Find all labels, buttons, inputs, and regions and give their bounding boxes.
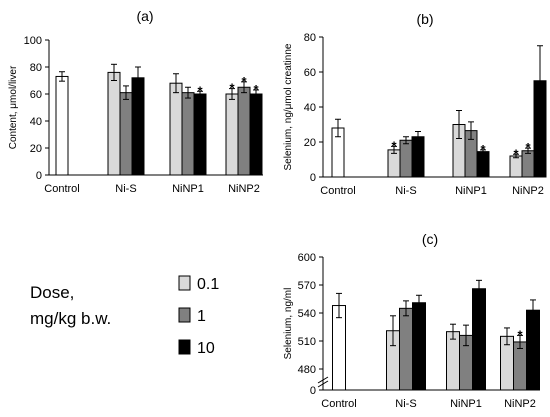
panel-c-category-label: Control — [321, 398, 356, 410]
panel-c-category-label: Ni-S — [395, 398, 416, 410]
panel-b-bar-0-1-significance-star: * — [391, 138, 397, 153]
panel-c-control-bar — [332, 305, 346, 391]
panel-b-category-label: Ni-S — [395, 185, 416, 197]
panel-a-bar-10 — [249, 93, 263, 176]
panel-a-bar-0-1 — [169, 82, 183, 176]
panel-c-y-tick-label: 480 — [298, 364, 316, 376]
panel-c-axis-break-mark — [317, 376, 329, 384]
panel-a-y-tick-label: 100 — [24, 35, 42, 47]
panel-b-category-label: Control — [320, 185, 355, 197]
panel-c-title: (c) — [422, 231, 438, 247]
panel-b-category-label: NiNP1 — [455, 185, 487, 197]
panel-b-bar-1 — [399, 139, 413, 178]
panel-a-control-bar — [55, 75, 69, 176]
panel-c-y-tick-label: 540 — [298, 308, 316, 320]
legend-title-line1: Dose, — [30, 283, 74, 302]
panel-c-bar-1 — [513, 341, 527, 391]
panel-b-bar-10 — [411, 136, 425, 178]
panel-a-y-tick-label: 60 — [30, 89, 42, 101]
panel-c-bar-10 — [412, 302, 426, 391]
panel-b-y-tick-label: 80 — [304, 32, 316, 44]
legend-swatch-0-1 — [178, 275, 191, 291]
panel-c-axis-break-mark — [317, 380, 329, 388]
legend-swatch-1 — [178, 307, 191, 323]
panel-a-y-tick-label: 40 — [30, 116, 42, 128]
panel-b-bar-0-1 — [387, 149, 401, 178]
panel-c-bar-10 — [526, 309, 540, 391]
panel-a-bar-1 — [119, 92, 133, 176]
panel-b-chart: (b) Selenium, ng/μmol creatinne 0 20 40 60 80 C… — [283, 11, 547, 197]
panel-a-bar-0-1 — [107, 71, 121, 176]
panel-a-category-label: Control — [44, 183, 79, 195]
panel-c-bar-1 — [399, 307, 413, 391]
panel-a-bar-0-1-significance-star: * — [229, 81, 235, 96]
panel-b-title: (b) — [416, 11, 433, 27]
panel-a-chart: (a) Content, μmol/liver 0 20 40 60 80 100 Contro… — [8, 8, 263, 195]
panel-a-y-tick-label: 80 — [30, 62, 42, 74]
panel-a-y-tick-label: 20 — [30, 143, 42, 155]
panel-c-y-tick-label: 570 — [298, 280, 316, 292]
panel-c-y-axis-title: Selenium, ng/ml — [283, 288, 294, 360]
panel-a-category-label: NiNP1 — [172, 183, 204, 195]
panel-c-bar-1-significance-star: * — [517, 327, 523, 342]
panel-c-bar-0-1 — [446, 331, 460, 391]
panel-c-y-tick-label: 600 — [298, 252, 316, 264]
panel-c-chart: (c) Selenium, ng/ml 0 480 510 540 570 600 Contro… — [283, 231, 540, 410]
legend-label-0-1: 0.1 — [197, 276, 219, 293]
panel-a-bar-10-significance-star: * — [253, 82, 259, 97]
dose-legend: Dose, mg/kg b.w. 0.1 1 10 — [30, 275, 219, 357]
panel-a-y-axis-title: Content, μmol/liver — [8, 65, 19, 149]
panel-b-y-axis-title: Selenium, ng/μmol creatinne — [283, 43, 294, 170]
panel-a-bar-0-1 — [225, 93, 239, 176]
legend-title-line2: mg/kg b.w. — [30, 309, 111, 328]
panel-b-bar-10-significance-star: * — [480, 142, 486, 157]
panel-b-y-tick-label: 20 — [304, 137, 316, 149]
panel-c-category-label: NiNP1 — [450, 398, 482, 410]
panel-b-y-tick-label: 40 — [304, 102, 316, 114]
panel-a-bar-10 — [193, 93, 207, 176]
panel-a-y-tick-label: 0 — [36, 170, 42, 182]
panel-a-bar-10 — [131, 77, 145, 176]
panel-a-bar-1 — [237, 86, 251, 176]
panel-a-category-label: Ni-S — [115, 183, 136, 195]
panel-b-bar-1-significance-star: * — [525, 140, 531, 155]
legend-swatch-10 — [178, 339, 191, 355]
panel-c-category-label: NiNP2 — [504, 398, 536, 410]
legend-label-10: 10 — [197, 340, 215, 357]
panel-a-title: (a) — [136, 8, 153, 24]
panel-c-y-tick-label: 510 — [298, 336, 316, 348]
panel-a-bar-10-significance-star: * — [197, 83, 203, 98]
panel-a-bar-1 — [181, 92, 195, 176]
panel-c-bar-10 — [472, 288, 486, 391]
legend-label-1: 1 — [197, 308, 206, 325]
panel-b-category-label: NiNP2 — [512, 185, 544, 197]
panel-b-bar-0-1-significance-star: * — [513, 146, 519, 161]
panel-b-y-tick-label: 0 — [310, 172, 316, 184]
panel-a-bar-1-significance-star: * — [241, 74, 247, 89]
panel-a-category-label: NiNP2 — [228, 183, 260, 195]
panel-b-y-tick-label: 60 — [304, 67, 316, 79]
panel-c-y-tick-label: 0 — [310, 385, 316, 397]
